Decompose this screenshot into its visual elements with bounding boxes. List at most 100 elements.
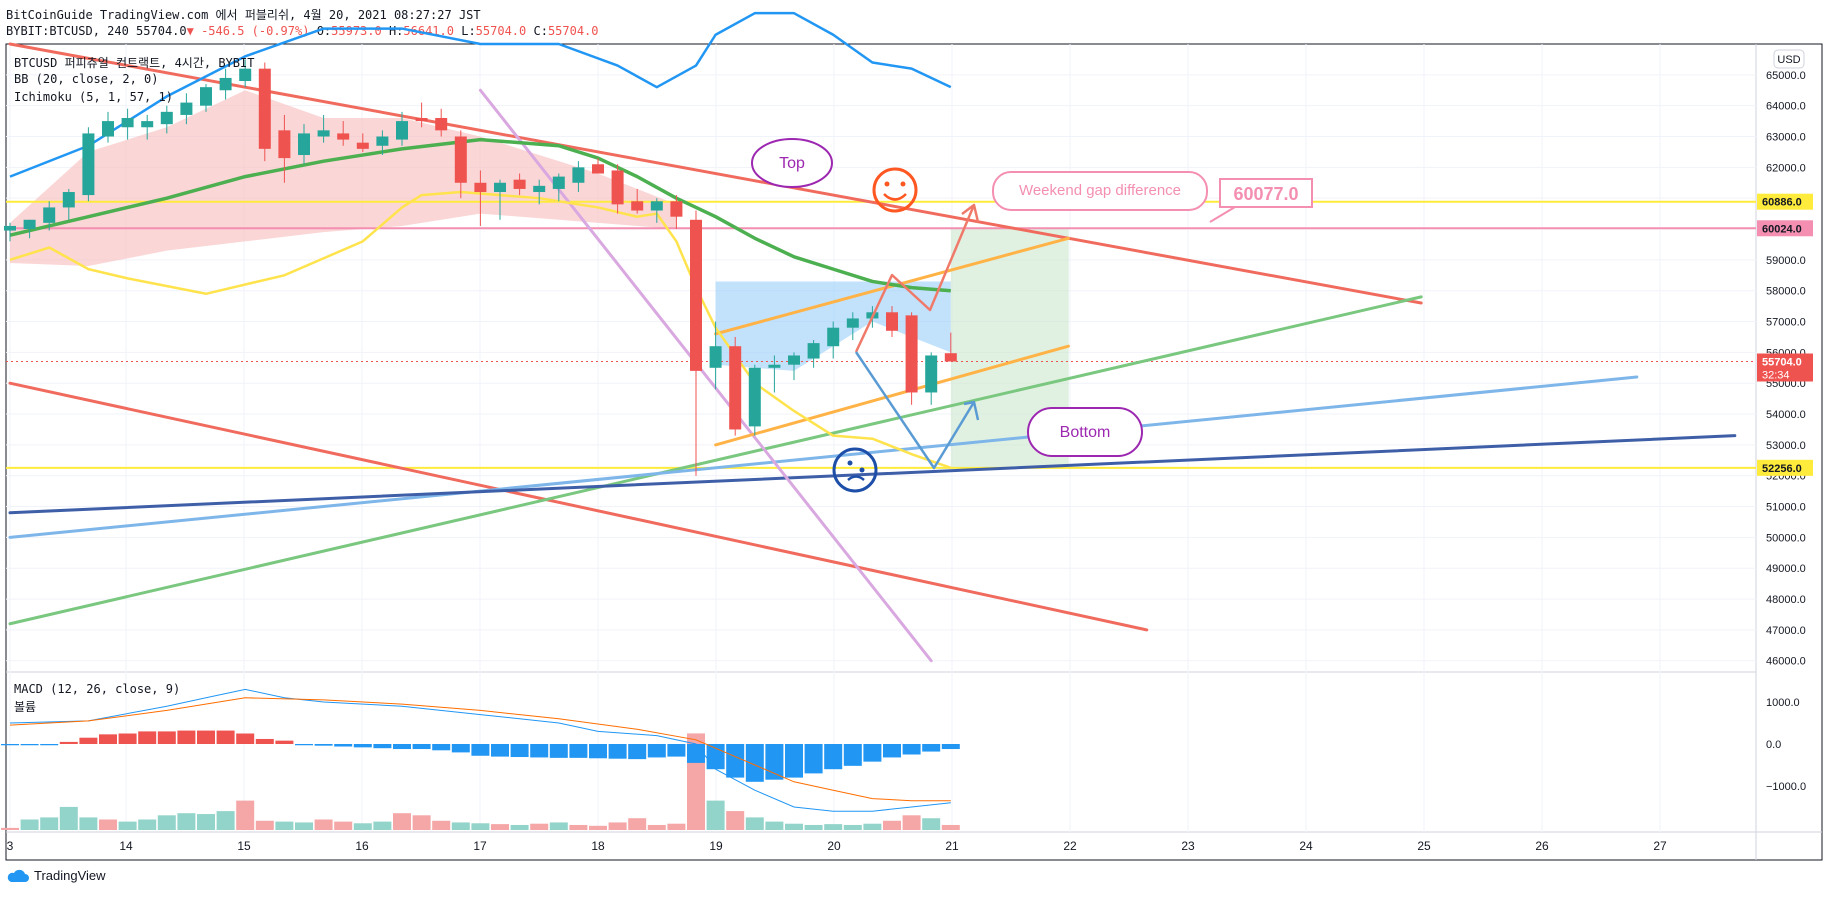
volume-bar — [647, 824, 666, 830]
x-tick-label: 18 — [591, 839, 605, 853]
price-label-box — [1757, 193, 1813, 210]
high-value: 56641.0 — [403, 24, 454, 38]
worried-eye-icon — [859, 467, 865, 473]
volume-bar — [295, 822, 313, 830]
macd-line — [9, 688, 951, 812]
candle-body — [905, 315, 918, 393]
x-tick-label: 20 — [827, 839, 841, 853]
gap-value-box — [1219, 178, 1313, 208]
legend-macd[interactable]: MACD (12, 26, close, 9) — [14, 682, 181, 696]
volume-bar — [765, 821, 784, 830]
volume-bar — [40, 817, 59, 830]
legend-volume[interactable]: 볼륨 — [14, 700, 37, 714]
candle-body — [552, 176, 565, 189]
candle-body — [670, 201, 683, 217]
y-tick-label: 57000.0 — [1766, 317, 1806, 329]
gap-pointer — [1209, 206, 1236, 223]
volume-bar — [706, 800, 725, 830]
legend-ichimoku[interactable]: Ichimoku (5, 1, 57, 1) — [14, 90, 173, 104]
volume-bar — [393, 813, 411, 830]
trendline-lower-red — [8, 381, 1149, 632]
volume-bar — [883, 820, 901, 830]
volume-bar — [255, 820, 274, 830]
volume-bar — [118, 821, 137, 830]
macd-hist-bar — [177, 730, 196, 744]
worried-face-icon — [832, 447, 878, 493]
macd-hist-bar — [197, 730, 215, 744]
macd-hist-bar — [118, 733, 137, 744]
price-label-text: 60886.0 — [1762, 197, 1802, 209]
candle-body — [572, 167, 585, 183]
macd-hist-bar — [412, 744, 431, 750]
volume-bar — [314, 819, 333, 830]
macd-hist-bar — [687, 744, 705, 763]
low-label: L: — [461, 24, 476, 38]
price-label-text: 55704.0 — [1762, 357, 1802, 369]
macd-hist-bar — [451, 744, 470, 753]
candle-body — [298, 133, 310, 156]
candle-body — [102, 121, 114, 137]
volume-bar — [373, 821, 392, 830]
publish-info: BitCoinGuide TradingView.com 에서 퍼블리쉬, 4월… — [6, 8, 481, 22]
y-tick-label: 53000.0 — [1766, 440, 1806, 452]
bottom-label: Bottom — [1060, 424, 1111, 441]
close-label: C: — [533, 24, 548, 38]
macd-tick-label: 0.0 — [1766, 739, 1781, 751]
tradingview-logo[interactable]: TradingView — [6, 868, 106, 883]
smiley-eye-icon — [884, 181, 890, 187]
candle-body — [748, 367, 761, 427]
smiley-mouth-icon — [883, 193, 907, 201]
candle-body — [141, 121, 154, 128]
macd-hist-bar — [843, 744, 862, 766]
candle-body — [690, 219, 702, 371]
macd-hist-bar — [902, 744, 921, 755]
volume-bar — [628, 818, 647, 830]
up-arrow-head — [961, 203, 980, 223]
smiley-eye-icon — [900, 181, 906, 187]
macd-hist-bar — [138, 731, 157, 744]
x-tick-label: 17 — [473, 839, 487, 853]
candle-body — [827, 327, 840, 347]
volume-bar — [334, 821, 353, 830]
macd-hist-bar — [40, 744, 59, 746]
volume-bar — [491, 824, 509, 830]
candle-body — [180, 102, 193, 115]
candle-body — [709, 346, 722, 368]
y-tick-label: 48000.0 — [1766, 594, 1806, 606]
trendline-light-blue — [8, 375, 1639, 539]
macd-hist-bar — [432, 744, 451, 751]
volume-bar — [177, 813, 196, 830]
candle-body — [592, 164, 604, 174]
candle-body — [944, 353, 957, 362]
volume-bar — [608, 822, 627, 830]
trendline-orange-lower — [714, 344, 1070, 447]
macd-hist-bar — [314, 744, 333, 746]
worried-mouth-icon — [847, 475, 865, 481]
y-tick-label: 46000.0 — [1766, 656, 1806, 668]
macd-hist-bar — [530, 744, 549, 758]
volume-bar — [432, 820, 451, 830]
candle-body — [846, 318, 859, 328]
volume-bar — [1, 827, 19, 830]
y-tick-label: 51000.0 — [1766, 502, 1806, 514]
volume-bar — [138, 819, 157, 830]
candle-body — [43, 207, 56, 223]
volume-bar — [99, 819, 117, 830]
smiley-face-icon — [872, 167, 918, 213]
brand-name: TradingView — [34, 868, 106, 883]
volume-bar — [785, 823, 803, 830]
x-tick-label: 21 — [945, 839, 959, 853]
macd-hist-bar — [667, 744, 686, 757]
volume-bar — [412, 815, 431, 830]
volume-bar — [275, 821, 294, 830]
macd-hist-bar — [745, 744, 764, 782]
volume-bar — [843, 824, 862, 830]
y-tick-label: 49000.0 — [1766, 563, 1806, 575]
candle-body — [925, 355, 938, 393]
macd-hist-bar — [941, 744, 960, 750]
candle-body — [258, 68, 271, 149]
macd-tick-label: 1000.0 — [1766, 697, 1800, 709]
macd-hist-bar — [922, 744, 941, 752]
legend-bb[interactable]: BB (20, close, 2, 0) — [14, 72, 159, 86]
